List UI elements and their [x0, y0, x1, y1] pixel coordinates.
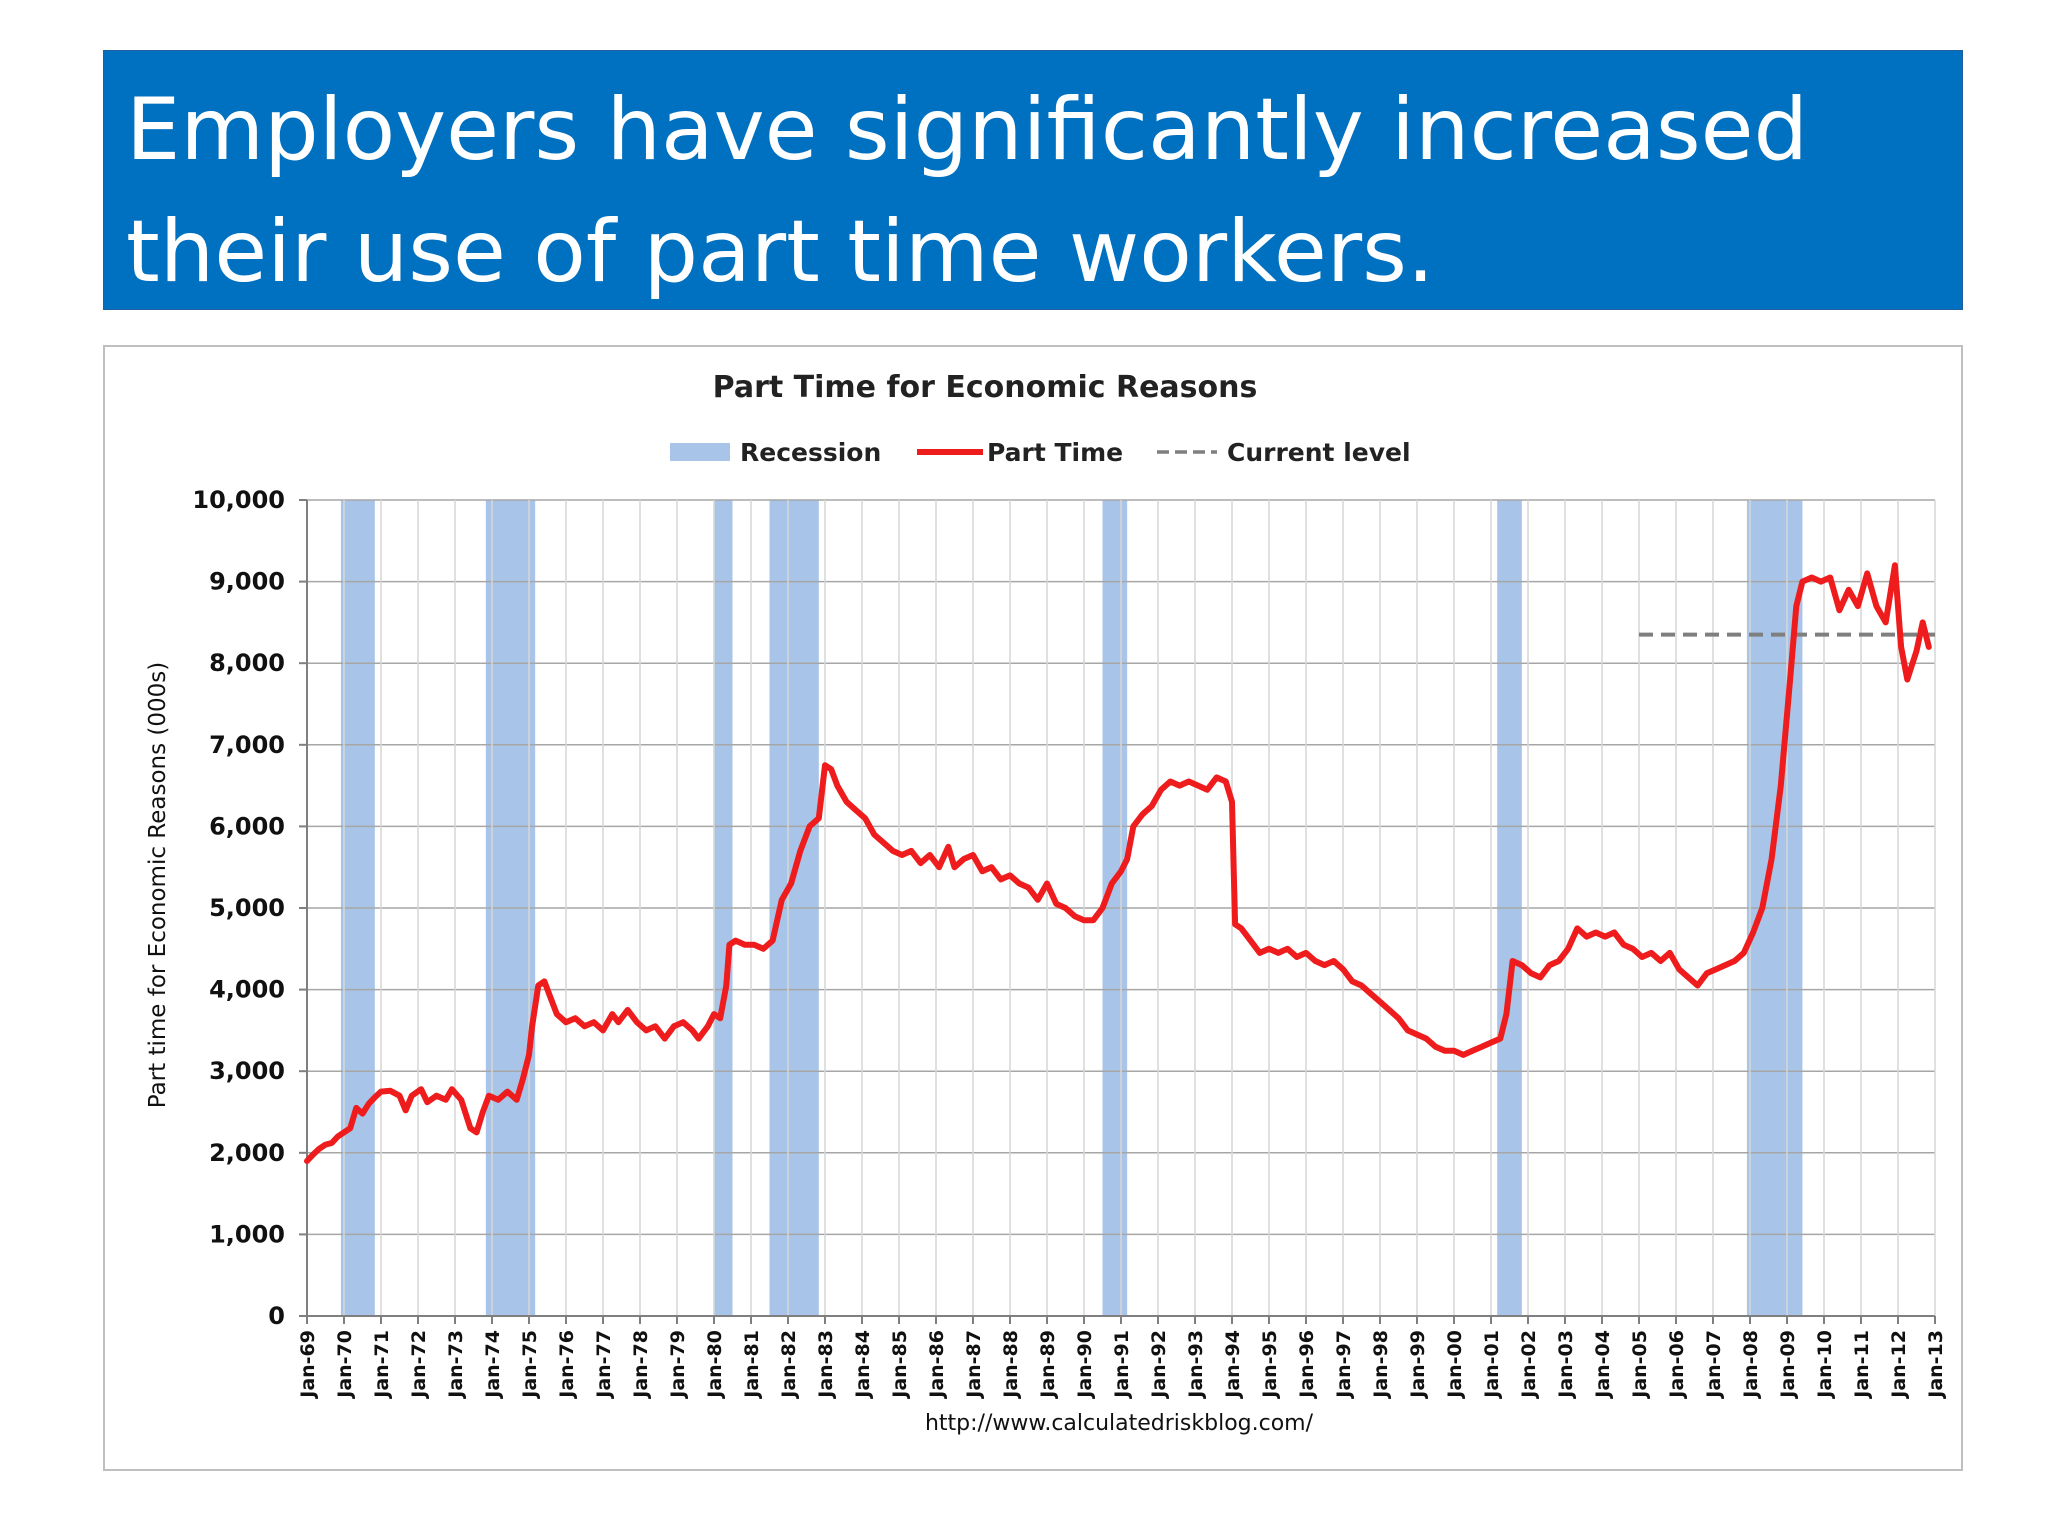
source-label: http://www.calculatedriskblog.com/: [925, 1411, 1314, 1436]
x-tick-label: Jan-77: [593, 1330, 615, 1400]
y-tick-label: 3,000: [209, 1057, 285, 1085]
y-tick-label: 0: [268, 1302, 285, 1330]
x-tick-label: Jan-06: [1666, 1330, 1688, 1400]
x-tick-label: Jan-08: [1740, 1330, 1762, 1400]
slide-title-line-1: Employers have significantly increased: [126, 80, 1809, 180]
chart-axes: 0 1,000 2,000 3,000 4,000 5,000 6,000 7,000 8,00…: [192, 486, 1947, 1400]
x-tick-label: Jan-09: [1777, 1330, 1799, 1400]
x-tick-label: Jan-88: [1000, 1330, 1022, 1400]
x-tick-label: Jan-10: [1814, 1330, 1836, 1400]
part-time-chart: 0 1,000 2,000 3,000 4,000 5,000 6,000 7,000 8,00…: [145, 370, 1947, 1436]
y-tick-label: 4,000: [209, 976, 285, 1004]
legend-label: Recession: [740, 438, 881, 467]
x-tick-label: Jan-13: [1925, 1330, 1947, 1400]
chart-grid: [306, 499, 1936, 1317]
x-tick-label: Jan-89: [1037, 1330, 1059, 1400]
x-tick-label: Jan-81: [741, 1330, 763, 1400]
x-tick-label: Jan-87: [963, 1330, 985, 1400]
part-time-line: [304, 562, 1932, 1164]
x-tick-label: Jan-94: [1222, 1330, 1244, 1400]
x-tick-label: Jan-12: [1888, 1330, 1910, 1400]
x-tick-label: Jan-86: [926, 1330, 948, 1400]
x-tick-label: Jan-01: [1481, 1330, 1503, 1400]
y-axis-label: Part time for Economic Reasons (000s): [145, 662, 171, 1109]
x-tick-label: Jan-75: [519, 1330, 541, 1400]
x-tick-label: Jan-92: [1148, 1330, 1170, 1400]
y-tick-label: 9,000: [209, 568, 285, 596]
legend-label: Current level: [1227, 438, 1411, 467]
legend-item-part-time: Part Time: [917, 438, 1123, 467]
chart-series: [304, 562, 1935, 1164]
legend-label: Part Time: [987, 438, 1123, 467]
legend-item-current: Current level: [1157, 438, 1411, 467]
x-tick-label: Jan-74: [482, 1330, 504, 1400]
x-tick-label: Jan-83: [815, 1330, 837, 1400]
y-tick-label: 1,000: [209, 1220, 285, 1248]
x-tick-label: Jan-99: [1407, 1330, 1429, 1400]
slide-title: Employers have significantly increased t…: [103, 50, 1963, 310]
x-tick-label: Jan-71: [371, 1330, 393, 1400]
x-tick-label: Jan-78: [630, 1330, 652, 1400]
x-tick-label: Jan-80: [704, 1330, 726, 1400]
x-tick-label: Jan-98: [1370, 1330, 1392, 1400]
x-tick-label: Jan-73: [445, 1330, 467, 1400]
x-tick-label: Jan-11: [1851, 1330, 1873, 1400]
x-tick-label: Jan-03: [1555, 1330, 1577, 1400]
x-tick-label: Jan-85: [889, 1330, 911, 1400]
y-tick-label: 10,000: [192, 486, 285, 514]
y-tick-label: 7,000: [209, 731, 285, 759]
x-tick-label: Jan-84: [852, 1330, 874, 1400]
x-tick-label: Jan-97: [1333, 1330, 1355, 1400]
chart-legend: Recession Part Time Current level: [670, 438, 1411, 467]
legend-item-recession: Recession: [670, 438, 881, 467]
x-tick-label: Jan-91: [1111, 1330, 1133, 1400]
x-tick-label: Jan-70: [334, 1330, 356, 1400]
x-tick-label: Jan-93: [1185, 1330, 1207, 1400]
y-tick-label: 2,000: [209, 1139, 285, 1167]
x-tick-label: Jan-69: [297, 1330, 319, 1400]
x-tick-label: Jan-04: [1592, 1330, 1614, 1400]
chart-frame: 0 1,000 2,000 3,000 4,000 5,000 6,000 7,000 8,00…: [103, 345, 1963, 1471]
x-tick-label: Jan-05: [1629, 1330, 1651, 1400]
x-tick-label: Jan-95: [1259, 1330, 1281, 1400]
x-tick-label: Jan-96: [1296, 1330, 1318, 1400]
x-tick-label: Jan-72: [408, 1330, 430, 1400]
x-tick-label: Jan-90: [1074, 1330, 1096, 1400]
x-tick-label: Jan-82: [778, 1330, 800, 1400]
x-tick-label: Jan-00: [1444, 1330, 1466, 1400]
y-tick-label: 8,000: [209, 649, 285, 677]
chart-title: Part Time for Economic Reasons: [713, 370, 1258, 405]
y-tick-label: 5,000: [209, 894, 285, 922]
x-tick-label: Jan-07: [1703, 1330, 1725, 1400]
y-tick-label: 6,000: [209, 812, 285, 840]
x-tick-label: Jan-02: [1518, 1330, 1540, 1400]
x-tick-label: Jan-76: [556, 1330, 578, 1400]
x-tick-label: Jan-79: [667, 1330, 689, 1400]
slide-title-line-2: their use of part time workers.: [126, 202, 1435, 302]
legend-swatch-recession: [670, 443, 730, 461]
